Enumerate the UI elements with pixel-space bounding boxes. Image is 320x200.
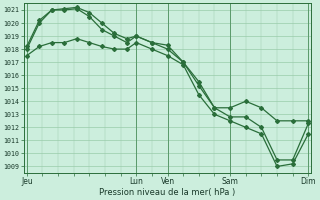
X-axis label: Pression niveau de la mer( hPa ): Pression niveau de la mer( hPa ) — [100, 188, 236, 197]
